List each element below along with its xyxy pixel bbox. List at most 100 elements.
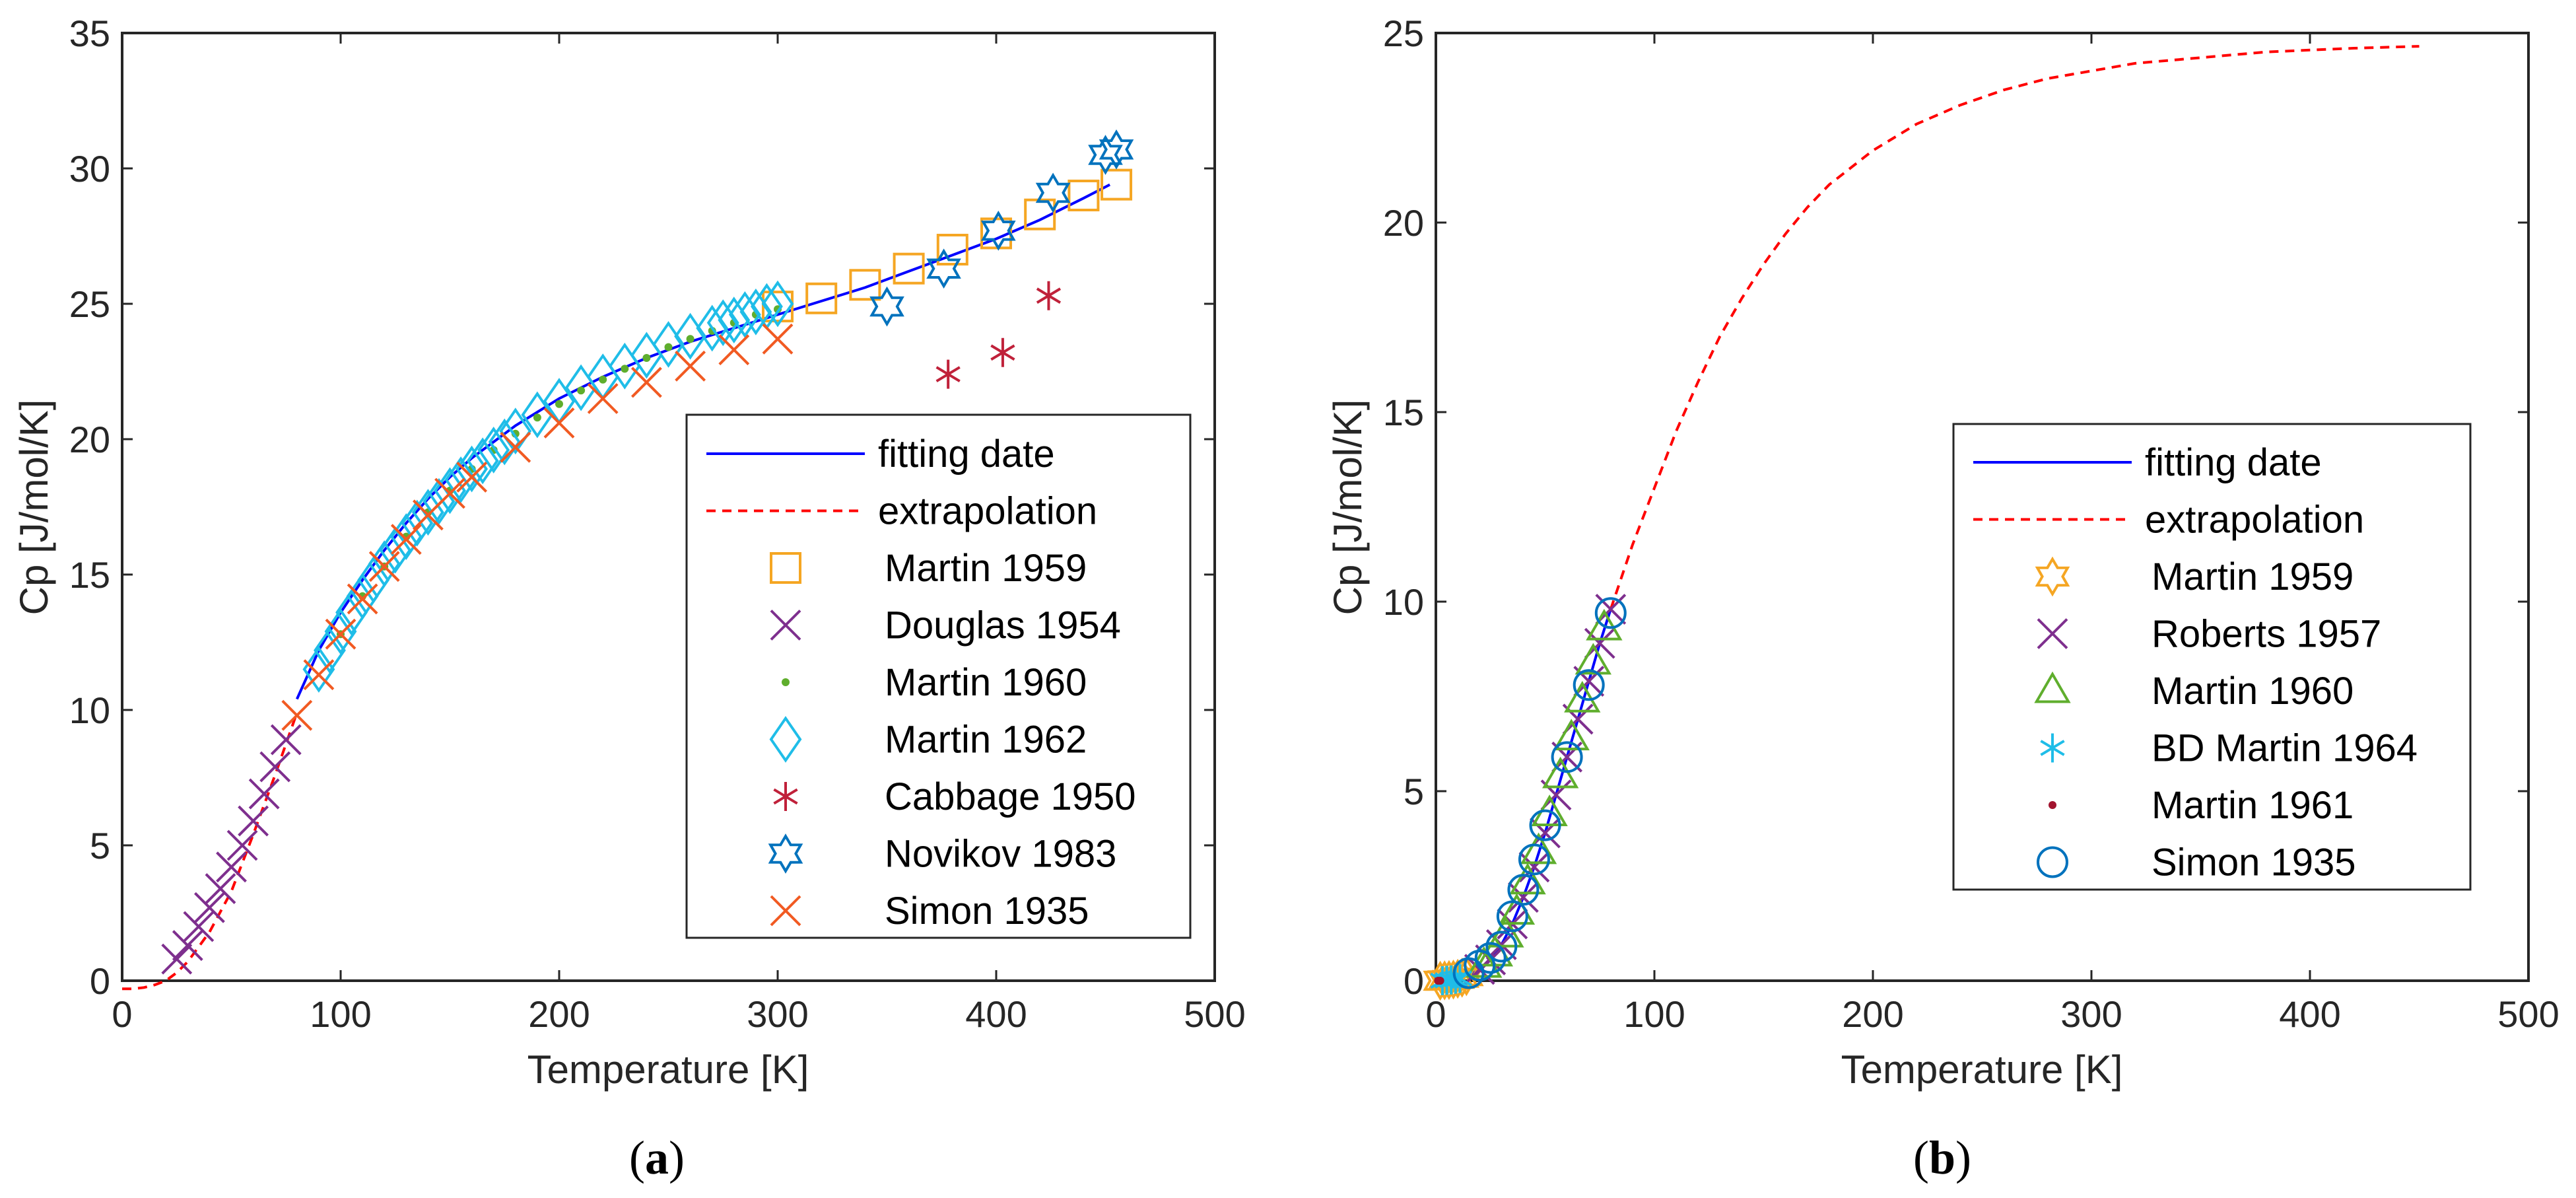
point-martin-1960	[555, 400, 563, 408]
point-douglas-1954	[248, 778, 280, 810]
point-novikov-1983	[1088, 135, 1123, 175]
x-tick-label: 400	[2279, 993, 2340, 1035]
point-douglas-1954	[172, 930, 203, 962]
legend-label: Simon 1935	[885, 890, 1089, 933]
chart-b-caption: (b)	[1913, 1131, 1971, 1184]
point-martin-1959	[1101, 168, 1133, 201]
legend-label: extrapolation	[2145, 499, 2364, 542]
point-simon-1935	[368, 551, 400, 582]
point-simon-1935	[1452, 957, 1485, 989]
legend-label: Martin 1961	[2152, 784, 2354, 827]
y-tick-label: 5	[90, 825, 110, 866]
legend-box	[1952, 423, 2472, 891]
point-simon-1935	[281, 699, 313, 731]
point-douglas-1954	[238, 805, 269, 837]
point-douglas-1954	[259, 751, 291, 783]
legend-swatch-marker	[769, 716, 802, 763]
x-tick-label: 300	[2060, 993, 2122, 1035]
point-novikov-1983	[980, 210, 1016, 251]
point-douglas-1954	[270, 724, 302, 756]
chart-a-legend: fitting date extrapolation Martin 1959 Doug…	[685, 413, 1192, 939]
chart-b-markers	[1423, 594, 1627, 1001]
point-simon-1935	[1485, 931, 1518, 963]
point-martin-1960	[1553, 719, 1590, 751]
point-simon-1935	[456, 461, 488, 493]
point-simon-1935	[390, 524, 422, 555]
point-martin-1960	[621, 365, 629, 373]
legend-swatch-marker	[770, 610, 801, 641]
y-tick-label: 15	[69, 554, 110, 596]
point-douglas-1954	[193, 892, 225, 923]
point-martin-1962	[335, 588, 368, 636]
point-simon-1935	[325, 618, 356, 650]
point-simon-1935	[762, 323, 794, 355]
legend-swatch-marker	[2037, 618, 2068, 649]
point-martin-1960	[1575, 643, 1611, 675]
point-martin-1960	[1542, 756, 1579, 789]
chart-a-x-axis-label: Temperature [K]	[527, 1047, 809, 1092]
legend-label: Simon 1935	[2152, 841, 2356, 884]
point-martin-1962	[357, 556, 390, 604]
point-martin-1962	[456, 445, 489, 493]
point-novikov-1983	[869, 286, 904, 327]
x-tick-label: 400	[965, 993, 1027, 1035]
point-martin-1960	[642, 354, 651, 362]
y-tick-label: 0	[1404, 960, 1424, 1002]
y-tick-label: 25	[1383, 13, 1424, 54]
point-douglas-1954	[183, 911, 215, 942]
point-simon-1935	[718, 334, 750, 366]
x-tick-label: 0	[112, 993, 132, 1035]
point-novikov-1983	[1099, 129, 1134, 170]
point-martin-1962	[499, 407, 532, 455]
legend-swatch-marker	[782, 678, 790, 686]
x-tick-label: 100	[310, 993, 371, 1035]
point-simon-1935	[1518, 843, 1550, 876]
legend-label: Martin 1960	[885, 661, 1087, 704]
chart-b-y-axis-label: Cp [J/mol/K]	[1326, 400, 1370, 616]
legend-label: fitting date	[2145, 441, 2322, 484]
point-martin-1959	[936, 234, 968, 265]
point-douglas-1954	[161, 943, 193, 975]
point-novikov-1983	[1035, 172, 1071, 213]
x-tick-label: 0	[1425, 993, 1446, 1035]
legend-swatch-marker	[770, 895, 801, 927]
point-martin-1959	[1068, 180, 1100, 211]
x-tick-label: 500	[1184, 993, 1245, 1035]
y-tick-label: 5	[1404, 771, 1424, 812]
chart-a-ticks: 0 100 200 300 400 500 0 5 10 15 20 25 30 35	[69, 13, 1246, 1035]
point-martin-1962	[444, 456, 477, 503]
x-tick-label: 200	[528, 993, 590, 1035]
point-martin-1962	[488, 418, 521, 466]
legend-label: Novikov 1983	[885, 833, 1116, 876]
point-douglas-1954	[205, 873, 236, 905]
point-simon-1935	[1573, 669, 1605, 701]
y-tick-label: 25	[69, 283, 110, 325]
chart-a-markers	[161, 129, 1134, 975]
point-cabbage-1950	[1036, 281, 1062, 310]
point-martin-1962	[302, 646, 335, 693]
point-martin-1960	[577, 386, 586, 395]
point-simon-1935	[347, 583, 378, 615]
point-martin-1959	[805, 282, 838, 314]
chart-a: 0 100 200 300 400 500 0 5 10 15 20 25 30 35 Temperatu…	[12, 13, 1246, 1184]
point-martin-1960	[599, 375, 607, 384]
legend-label: Martin 1960	[2152, 670, 2354, 713]
y-tick-label: 10	[1383, 581, 1424, 623]
y-tick-label: 35	[69, 13, 110, 54]
y-tick-label: 20	[69, 419, 110, 460]
point-simon-1935	[1529, 809, 1561, 841]
point-martin-1959	[762, 291, 794, 323]
point-martin-1962	[379, 526, 412, 574]
y-tick-label: 30	[69, 148, 110, 190]
point-simon-1935	[434, 477, 465, 509]
x-tick-label: 300	[747, 993, 808, 1035]
point-cabbage-1950	[990, 337, 1015, 367]
chart-b-ticks: 0 100 200 300 400 500 0 5 10 15 20 25	[1383, 13, 2559, 1035]
point-simon-1935	[1551, 741, 1583, 773]
point-martin-1960	[1564, 680, 1601, 713]
point-martin-1960	[533, 413, 541, 422]
x-tick-label: 100	[1623, 993, 1685, 1035]
chart-b: 0 100 200 300 400 500 0 5 10 15 20 25 Temperature […	[1326, 13, 2559, 1184]
legend-label: Martin 1959	[2152, 555, 2354, 598]
y-tick-label: 10	[69, 689, 110, 731]
